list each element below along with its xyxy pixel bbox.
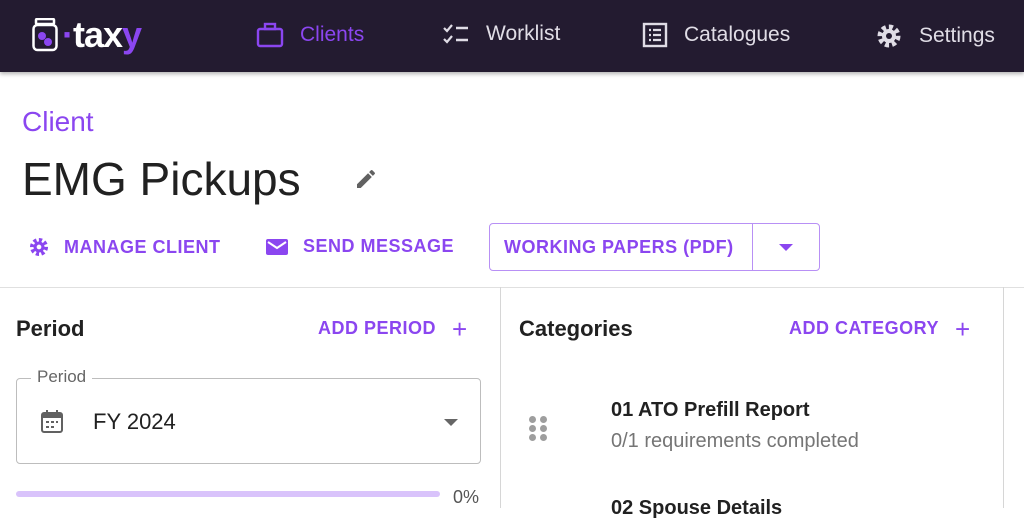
caret-down-icon <box>779 243 793 251</box>
divider <box>1003 287 1004 508</box>
field-label: Period <box>31 367 93 387</box>
gear-icon <box>29 237 49 257</box>
nav-settings[interactable]: Settings <box>875 22 995 50</box>
category-name: 02 Spouse Details <box>611 497 783 519</box>
nav-label: Clients <box>300 23 365 46</box>
working-papers-button[interactable]: WORKING PAPERS (PDF) <box>490 224 753 270</box>
brand-name: ·taxytaxy <box>62 14 142 55</box>
nav-clients[interactable]: Clients <box>256 22 364 48</box>
button-label: MANAGE CLIENT <box>64 236 221 257</box>
send-message-button[interactable]: SEND MESSAGE <box>265 236 454 257</box>
page-title: EMG Pickups <box>22 153 301 205</box>
category-item[interactable]: 02 Spouse Details <box>611 497 782 520</box>
nav-label: Worklist <box>486 22 561 45</box>
divider <box>500 287 501 508</box>
calendar-icon <box>41 410 63 433</box>
checklist-icon <box>443 24 468 44</box>
gear-icon <box>877 24 901 48</box>
category-status: 0/1 requirements completed <box>611 430 859 452</box>
page-label: Client <box>22 106 94 137</box>
period-select[interactable]: Period FY 2024 <box>16 367 481 464</box>
nav-label: Settings <box>919 24 995 47</box>
category-item[interactable]: 01 ATO Prefill Report 0/1 requirements c… <box>611 399 859 453</box>
working-papers-dropdown[interactable] <box>753 224 819 270</box>
progress-label: 0% <box>453 487 480 507</box>
edit-icon[interactable] <box>354 167 378 191</box>
divider <box>0 287 1024 288</box>
period-value: FY 2024 <box>93 409 176 434</box>
logo[interactable]: ·taxytaxy <box>32 14 142 56</box>
button-label: ADD CATEGORY <box>789 318 939 338</box>
button-label: ADD PERIOD <box>318 318 437 338</box>
jar-icon <box>32 18 58 52</box>
category-name: 01 ATO Prefill Report <box>611 399 810 421</box>
plus-icon: + <box>452 313 468 344</box>
list-alt-icon <box>642 22 668 48</box>
button-label: SEND MESSAGE <box>303 236 455 256</box>
drag-handle-icon[interactable] <box>529 416 547 441</box>
nav-catalogues[interactable]: Catalogues <box>642 22 790 48</box>
categories-heading: Categories <box>519 316 633 341</box>
briefcase-icon <box>256 22 284 48</box>
mail-icon <box>266 238 288 255</box>
period-heading: Period <box>16 316 85 341</box>
caret-down-icon <box>444 419 458 426</box>
nav-worklist[interactable]: Worklist <box>442 22 560 46</box>
nav-label: Catalogues <box>684 23 791 46</box>
add-category-button[interactable]: ADD CATEGORY + <box>789 313 971 344</box>
plus-icon: + <box>955 313 971 344</box>
period-progress-bar <box>16 491 440 497</box>
top-nav: ·taxytaxy Clients Worklist Catalogues Se… <box>0 0 1024 72</box>
working-papers-split-button: WORKING PAPERS (PDF) <box>489 223 820 271</box>
manage-client-button[interactable]: MANAGE CLIENT <box>28 236 221 258</box>
add-period-button[interactable]: ADD PERIOD + <box>318 313 468 344</box>
